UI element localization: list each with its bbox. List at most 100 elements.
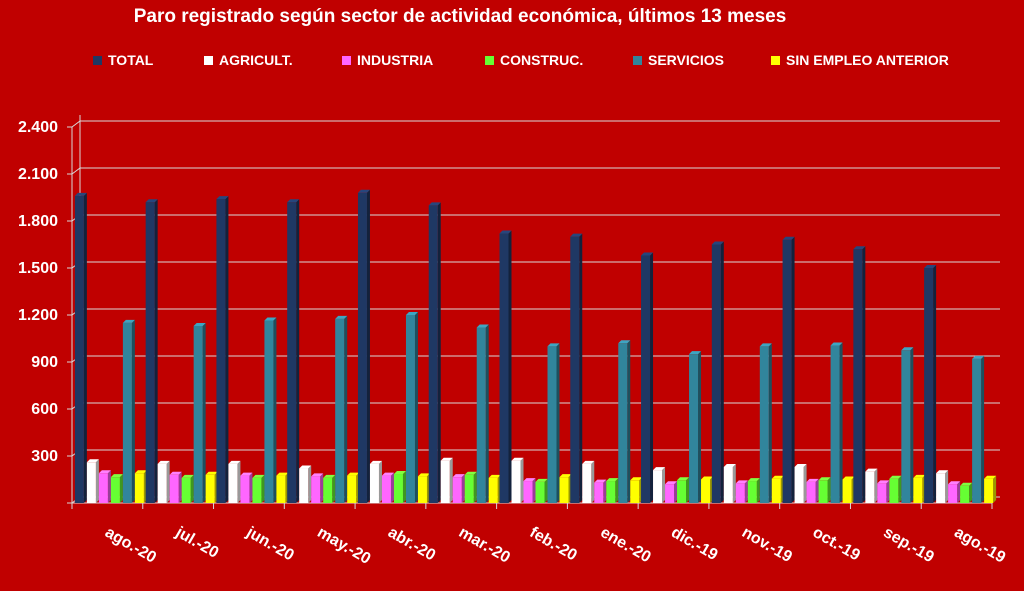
bar-servicios [901, 350, 911, 503]
bar-industria [98, 473, 108, 503]
bar-industria [877, 483, 887, 503]
bar-side-servicios [273, 317, 277, 503]
bar-total [499, 233, 509, 504]
bar-top-industria [948, 481, 961, 485]
bar-top-total [287, 199, 300, 203]
bar-top-industria [594, 479, 607, 483]
bar-top-construc- [535, 478, 548, 482]
bar-side-agricult- [378, 460, 382, 503]
bar-construc- [606, 481, 616, 503]
bar-sin-empleo-anterior [417, 476, 427, 503]
bar-top-construc- [818, 477, 831, 481]
bar-top-construc- [606, 478, 619, 482]
bar-side-servicios [344, 315, 348, 503]
bar-industria [311, 476, 321, 503]
bar-side-agricult- [520, 457, 524, 503]
bar-top-total [641, 252, 654, 256]
bar-top-construc- [323, 474, 336, 478]
bar-top-servicios [476, 324, 489, 328]
bar-top-sin-empleo-anterior [134, 470, 147, 474]
bar-construc- [110, 477, 120, 503]
bar-side-sin-empleo-anterior [993, 475, 997, 503]
bar-top-construc- [960, 482, 973, 486]
bar-top-total [216, 196, 229, 200]
bar-top-total [145, 199, 158, 203]
bar-servicios [405, 315, 415, 503]
bar-top-agricult- [228, 460, 241, 464]
bar-total [711, 244, 721, 503]
bar-top-servicios [264, 317, 277, 321]
bar-side-construc- [827, 477, 831, 503]
legend-swatch-servicios [633, 55, 642, 65]
x-tick-label: ene.-20 [597, 524, 653, 566]
x-tick-label: may.-20 [314, 524, 373, 568]
bar-construc- [960, 485, 970, 503]
bar-top-construc- [677, 477, 690, 481]
bar-sin-empleo-anterior [488, 477, 498, 503]
bar-top-sin-empleo-anterior [630, 477, 643, 481]
bar-top-servicios [972, 355, 985, 359]
bar-top-construc- [464, 471, 477, 475]
legend-label-servicios: SERVICIOS [648, 52, 724, 68]
bar-construc- [535, 481, 545, 503]
bar-side-agricult- [308, 465, 312, 503]
bar-agricult- [299, 468, 309, 503]
bar-side-servicios [485, 324, 489, 503]
bar-sin-empleo-anterior [771, 478, 781, 503]
bar-side-industria [461, 474, 465, 503]
x-tick-label: oct.-19 [810, 524, 863, 565]
bar-industria [240, 475, 250, 503]
bar-side-construc- [332, 474, 336, 503]
legend-swatch-total [93, 55, 102, 65]
bar-top-construc- [889, 475, 902, 479]
bar-top-agricult- [86, 459, 99, 463]
bar-side-construc- [473, 471, 477, 503]
bar-side-industria [107, 470, 111, 503]
bar-construc- [747, 481, 757, 503]
bar-top-construc- [747, 478, 760, 482]
x-tick-label: abr.-20 [385, 524, 438, 565]
bar-top-industria [169, 471, 182, 475]
bar-top-construc- [110, 474, 123, 478]
legend-label-total: TOTAL [108, 52, 154, 68]
bar-total [145, 202, 155, 503]
bar-top-servicios [193, 322, 206, 326]
bar-total [428, 205, 438, 504]
chart-title: Paro registrado según sector de activida… [133, 6, 787, 27]
bar-agricult- [865, 471, 875, 503]
bar-top-industria [452, 474, 465, 478]
bar-industria [381, 475, 391, 503]
bar-side-construc- [969, 482, 973, 503]
bar-side-servicios [910, 347, 914, 503]
bar-side-industria [886, 480, 890, 503]
bar-agricult- [936, 473, 946, 503]
bar-construc- [889, 478, 899, 503]
bar-side-construc- [615, 478, 619, 503]
bar-construc- [323, 477, 333, 503]
legend-swatch-agricult [204, 55, 213, 65]
bar-construc- [677, 480, 687, 503]
x-tick-label: dic.-19 [668, 524, 720, 564]
bar-top-agricult- [936, 470, 949, 474]
bar-top-sin-empleo-anterior [276, 472, 289, 476]
bar-industria [169, 474, 179, 503]
bar-side-construc- [898, 475, 902, 503]
bar-side-total [366, 189, 370, 504]
bar-total [782, 239, 792, 504]
bar-servicios [547, 346, 557, 503]
bar-servicios [193, 325, 203, 503]
legend-label-agricult: AGRICULT. [219, 52, 293, 68]
bar-top-servicios [405, 312, 418, 315]
bar-side-agricult- [237, 460, 241, 503]
bar-side-construc- [544, 478, 548, 503]
bar-top-agricult- [723, 463, 736, 467]
bar-side-total [933, 265, 937, 503]
x-tick-label: ago.-20 [102, 524, 159, 567]
legend-item-construc: CONSTRUC. [485, 52, 583, 68]
bar-side-agricult- [662, 467, 666, 503]
bar-sin-empleo-anterior [276, 475, 286, 503]
bar-side-agricult- [591, 460, 595, 503]
bar-top-servicios [618, 340, 631, 344]
bar-sin-empleo-anterior [630, 480, 640, 503]
